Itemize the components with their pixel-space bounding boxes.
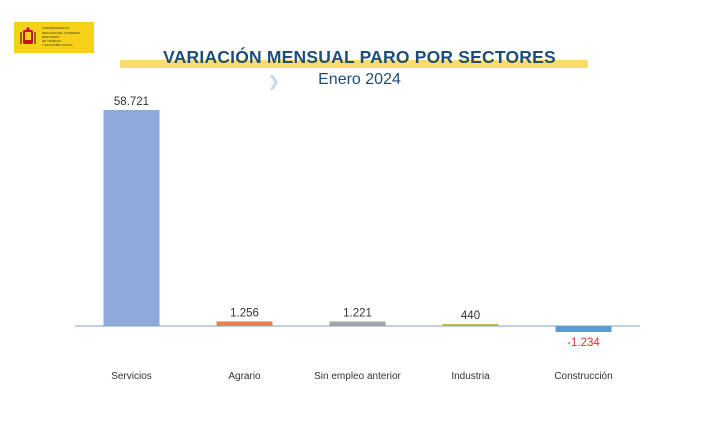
logo-line: MINISTERIO [42, 34, 60, 39]
logo-line: SEGUNDA DEL GOBIERNO [42, 30, 81, 35]
title-highlight-band [120, 60, 588, 68]
chart-title: VARIACIÓN MENSUAL PARO POR SECTORES [163, 47, 556, 67]
bars-group [103, 110, 612, 332]
data-label: -1.234 [567, 337, 600, 349]
category-label: Agrario [228, 371, 261, 382]
bar-servicios [103, 110, 160, 326]
data-label: 440 [461, 310, 480, 322]
logo-text: VICEPRESIDENCIA SEGUNDA DEL GOBIERNO MIN… [42, 27, 80, 47]
data-label: 1.221 [343, 308, 372, 320]
logo-line: Y ECONOMÍA SOCIAL [42, 43, 73, 48]
logo-line: DE TRABAJO [42, 39, 61, 44]
category-label: Sin empleo anterior [314, 371, 401, 382]
category-label: Industria [451, 371, 490, 382]
bar-agrario [216, 321, 273, 326]
chevron-right-icon: ❯ [268, 73, 280, 89]
chart-subtitle: Enero 2024 [318, 71, 401, 88]
bar-construcción [555, 326, 612, 332]
coat-of-arms-icon [20, 26, 36, 44]
category-label: Construcción [554, 371, 612, 382]
bar-industria [442, 324, 499, 326]
government-logo: VICEPRESIDENCIA SEGUNDA DEL GOBIERNO MIN… [14, 22, 94, 53]
logo-line: VICEPRESIDENCIA [42, 26, 70, 31]
category-label: Servicios [111, 371, 152, 382]
bar-sin-empleo-anterior [329, 321, 386, 326]
labels-group: 58.721 Servicios 1.256 Agrario 1.221 Sin empl… [111, 96, 612, 382]
data-label: 1.256 [230, 307, 259, 319]
data-label: 58.721 [114, 96, 149, 108]
